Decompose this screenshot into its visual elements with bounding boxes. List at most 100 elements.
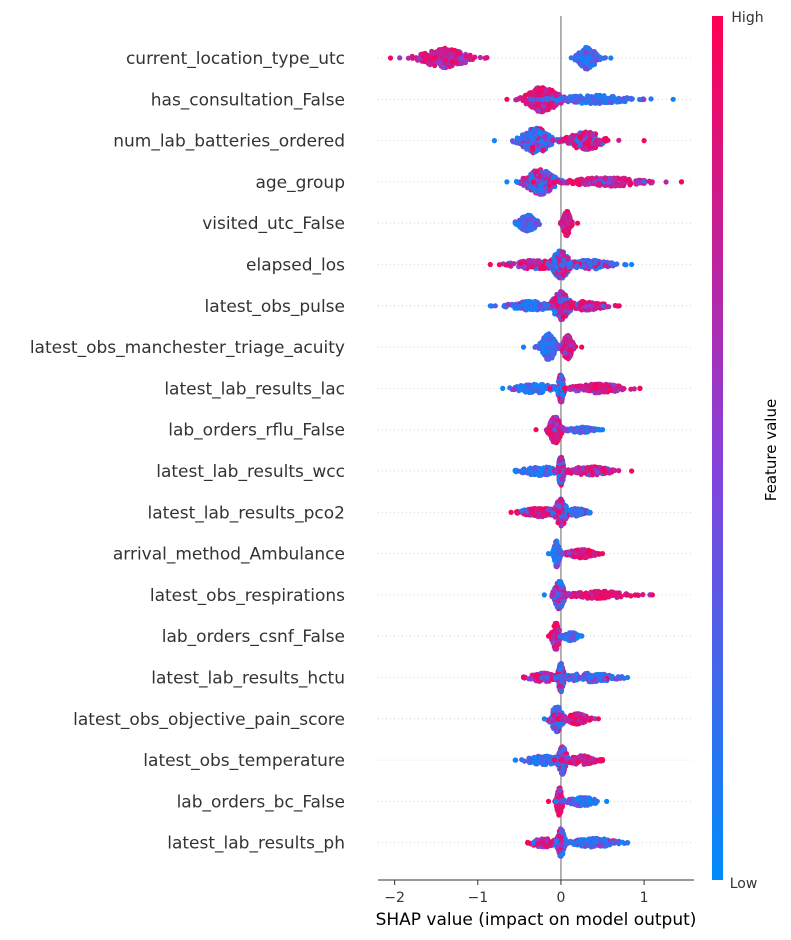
- shap-dot: [547, 336, 554, 342]
- shap-dot: [511, 386, 517, 393]
- shap-dot: [582, 181, 588, 188]
- shap-dot: [592, 257, 598, 263]
- shap-dot: [596, 93, 602, 100]
- shap-dot: [528, 216, 534, 222]
- shap-dot: [432, 55, 438, 61]
- shap-dot: [585, 387, 591, 393]
- shap-dot: [505, 301, 511, 307]
- shap-dot: [556, 457, 563, 463]
- shap-dot: [637, 385, 643, 391]
- shap-dot: [582, 554, 589, 560]
- shap-dot: [507, 385, 513, 391]
- shap-dot: [580, 258, 586, 264]
- shap-dot: [553, 468, 559, 474]
- shap-dot: [555, 344, 561, 350]
- shap-dot: [566, 338, 572, 344]
- shap-dot: [527, 306, 534, 312]
- shap-dot: [569, 98, 575, 104]
- shap-dot: [597, 182, 603, 188]
- shap-dot: [623, 177, 629, 183]
- shap-dot: [567, 260, 573, 266]
- shap-dot: [629, 468, 635, 474]
- shap-dot: [568, 220, 575, 226]
- shap-dot: [518, 136, 525, 142]
- shap-dot: [542, 87, 548, 93]
- shap-dot: [564, 97, 571, 104]
- shap-dot: [628, 96, 635, 102]
- shap-dot: [558, 373, 564, 379]
- shap-dot: [545, 106, 552, 112]
- shap-dot: [601, 137, 607, 143]
- shap-dot: [530, 179, 536, 185]
- shap-dot: [612, 467, 618, 473]
- shap-dot: [568, 470, 574, 476]
- shap-dot: [571, 94, 577, 100]
- shap-dot: [454, 59, 460, 65]
- shap-dot: [559, 497, 565, 503]
- shap-dot: [533, 169, 540, 175]
- shap-dot: [565, 180, 571, 186]
- shap-dot: [537, 129, 543, 135]
- shap-dot: [559, 262, 566, 268]
- shap-dot: [568, 347, 574, 353]
- shap-dot: [440, 56, 446, 62]
- shap-dot: [537, 182, 543, 188]
- shap-dot: [533, 133, 539, 139]
- shap-dot: [554, 178, 560, 184]
- shap-dot: [602, 262, 608, 268]
- shap-dot: [564, 304, 570, 310]
- shap-dot: [558, 289, 564, 295]
- shap-dot: [583, 467, 589, 473]
- shap-dot: [545, 353, 552, 359]
- shap-dot: [566, 550, 572, 556]
- shap-dot: [513, 97, 519, 103]
- shap-dot: [611, 182, 617, 188]
- shap-dot: [549, 87, 555, 93]
- shap-dot: [641, 138, 647, 144]
- shap-dot: [587, 99, 593, 105]
- shap-dot: [591, 306, 598, 312]
- shap-dot: [528, 469, 535, 476]
- shap-dot: [449, 59, 455, 65]
- shap-dot: [555, 520, 561, 526]
- shap-dot: [508, 509, 514, 515]
- shap-dot: [541, 172, 547, 178]
- shap-dot: [631, 386, 637, 392]
- shap-dot: [522, 214, 528, 220]
- shap-dot: [553, 97, 560, 103]
- shap-dot: [387, 55, 394, 61]
- shap-dot: [528, 507, 534, 513]
- shap-dot: [601, 93, 607, 99]
- shap-dot: [534, 465, 540, 471]
- shap-dot: [536, 513, 542, 520]
- shap-dot: [575, 220, 581, 226]
- shap-dot: [536, 221, 543, 227]
- shap-dot: [596, 137, 602, 143]
- shap-dot: [600, 466, 607, 472]
- shap-dot: [556, 503, 562, 509]
- shap-dot: [565, 230, 572, 236]
- shap-dot: [547, 179, 553, 185]
- shap-dot: [491, 138, 497, 144]
- shap-dot: [527, 223, 533, 229]
- shap-dot: [540, 147, 546, 153]
- shap-dot: [569, 179, 575, 185]
- shap-dot: [567, 94, 573, 100]
- shap-dot: [574, 263, 580, 269]
- shap-dot: [529, 104, 535, 110]
- shap-dot: [443, 48, 449, 54]
- shap-dot: [559, 392, 566, 398]
- shap-dot: [560, 95, 566, 101]
- shap-dot: [599, 427, 606, 433]
- shap-dot: [420, 52, 426, 58]
- shap-dot: [670, 96, 676, 102]
- shap-dot: [512, 220, 518, 226]
- shap-dot: [528, 96, 534, 102]
- shap-dot: [573, 550, 579, 557]
- shap-dot: [539, 138, 545, 144]
- shap-dot: [538, 188, 544, 194]
- shap-dot: [586, 144, 593, 150]
- shap-dot: [614, 386, 620, 392]
- shap-dot: [594, 57, 600, 63]
- shap-dot: [437, 61, 443, 67]
